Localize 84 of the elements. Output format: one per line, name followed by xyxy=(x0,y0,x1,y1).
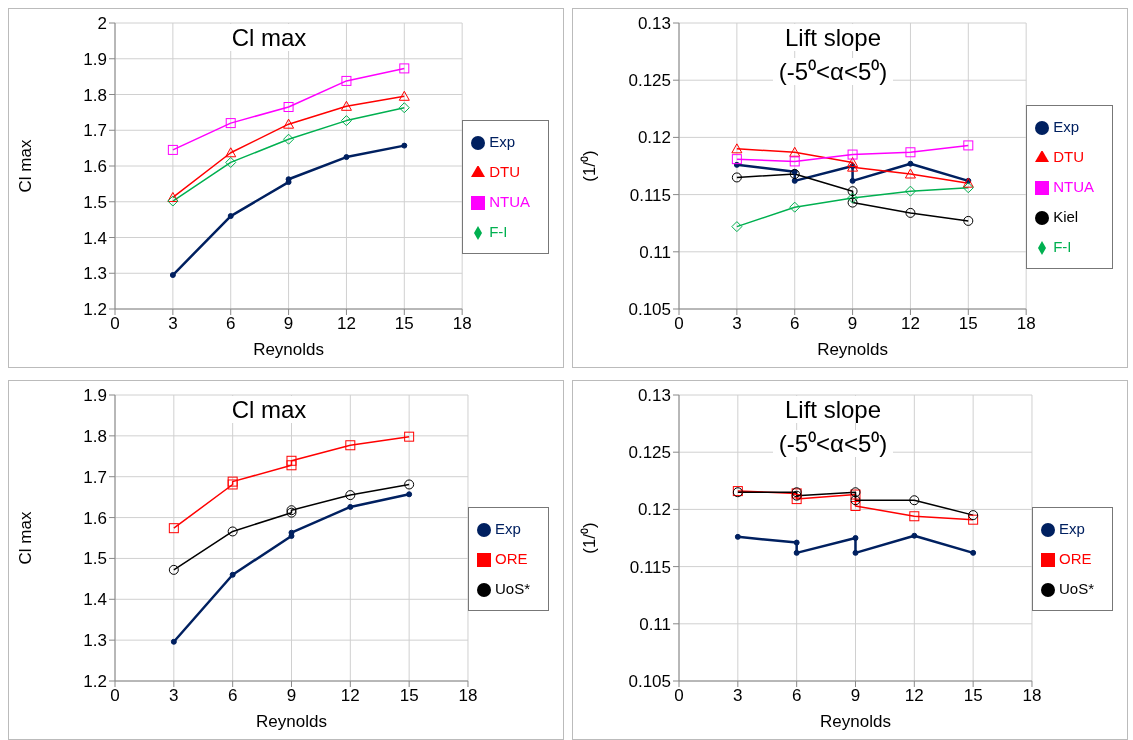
y-tick-label: 0.105 xyxy=(628,672,671,692)
y-tick-label: 0.11 xyxy=(639,242,671,262)
legend-label: DTU xyxy=(489,163,520,180)
y-tick-label: 1.3 xyxy=(83,631,107,651)
y-tick-label: 1.7 xyxy=(83,121,107,141)
legend-label: UoS* xyxy=(1058,580,1094,597)
y-tick-label: 2 xyxy=(97,14,107,34)
x-tick-label: 15 xyxy=(958,314,978,334)
y-tick-label: 0.13 xyxy=(637,386,671,406)
y-tick-label: 1.8 xyxy=(83,426,107,446)
y-tick-label: 1.5 xyxy=(83,549,107,569)
x-tick-label: 3 xyxy=(169,686,179,706)
x-axis-title: Reynolds xyxy=(817,340,889,359)
x-tick-label: 12 xyxy=(336,314,356,334)
text: Lift slope (-5⁰<α<5⁰) xyxy=(777,24,889,85)
x-tick-label: 12 xyxy=(904,686,924,706)
legend-label: NTUA xyxy=(1053,178,1094,195)
x-tick-label: 15 xyxy=(399,686,419,706)
y-tick-label: 1.5 xyxy=(83,192,107,212)
chart-title: Cl max xyxy=(225,396,313,423)
legend-label: Exp xyxy=(489,133,516,150)
y-tick-label: 0.115 xyxy=(629,185,671,205)
y-axis-title: Cl max xyxy=(16,511,36,565)
y-tick-label: 0.12 xyxy=(637,500,671,520)
legend-label: Exp xyxy=(1058,520,1085,537)
x-tick-label: 6 xyxy=(789,314,800,334)
x-tick-label: 9 xyxy=(286,686,297,706)
x-tick-label: 9 xyxy=(283,314,294,334)
y-axis-title: Cl max xyxy=(16,139,36,193)
y-tick-label: 0.11 xyxy=(639,614,671,634)
x-tick-label: 3 xyxy=(168,314,178,334)
legend-label: DTU xyxy=(1053,148,1084,165)
legend-label: Kiel xyxy=(1053,208,1079,225)
y-tick-label: 1.4 xyxy=(83,228,107,248)
legend-label: F-I xyxy=(1053,238,1072,255)
y-tick-label: 1.4 xyxy=(83,590,107,610)
y-tick-label: 0.125 xyxy=(628,71,671,91)
legend-label: Exp xyxy=(494,520,521,537)
y-tick-label: 1.9 xyxy=(83,386,107,406)
y-tick-label: 1.2 xyxy=(83,672,107,692)
x-tick-label: 0 xyxy=(110,314,120,334)
x-tick-label: 6 xyxy=(225,314,236,334)
x-tick-label: 9 xyxy=(847,314,858,334)
x-tick-label: 0 xyxy=(110,686,120,706)
y-tick-label: 1.7 xyxy=(83,467,107,487)
x-axis-title: Reynolds xyxy=(253,340,325,359)
x-tick-label: 0 xyxy=(674,686,684,706)
x-tick-label: 6 xyxy=(791,686,802,706)
y-tick-label: 0.105 xyxy=(628,300,671,320)
x-tick-label: 18 xyxy=(452,314,472,334)
y-tick-label: 1.6 xyxy=(83,508,107,528)
legend-label: ORE xyxy=(494,550,528,567)
y-tick-label: 1.2 xyxy=(83,300,107,320)
x-tick-label: 12 xyxy=(900,314,920,334)
chart-title: Cl max xyxy=(225,24,313,51)
y-tick-label: 0.125 xyxy=(628,443,671,463)
y-tick-label: 1.8 xyxy=(83,85,107,105)
x-tick-label: 9 xyxy=(850,686,861,706)
legend-label: F-I xyxy=(489,223,508,240)
x-tick-label: 18 xyxy=(458,686,478,706)
x-tick-label: 18 xyxy=(1022,686,1042,706)
x-tick-label: 15 xyxy=(394,314,414,334)
x-tick-label: 15 xyxy=(963,686,983,706)
x-tick-label: 12 xyxy=(340,686,360,706)
x-axis-title: Reynolds xyxy=(820,712,891,731)
legend-label: NTUA xyxy=(489,193,530,210)
y-tick-label: 1.9 xyxy=(83,49,107,69)
y-tick-label: 1.3 xyxy=(83,264,107,284)
y-tick-label: 0.115 xyxy=(629,557,671,577)
text: Lift slope (-5⁰<α<5⁰) xyxy=(777,396,889,457)
x-tick-label: 18 xyxy=(1016,314,1036,334)
legend-label: ORE xyxy=(1058,550,1092,567)
x-tick-label: 3 xyxy=(732,314,742,334)
x-tick-label: 0 xyxy=(674,314,684,334)
legend-label: UoS* xyxy=(494,580,530,597)
x-axis-title: Reynolds xyxy=(256,712,327,731)
x-tick-label: 3 xyxy=(733,686,743,706)
y-axis-title: (1/⁰) xyxy=(580,522,600,554)
y-tick-label: 1.6 xyxy=(83,157,107,177)
legend-label: Exp xyxy=(1053,118,1080,135)
y-tick-label: 0.13 xyxy=(637,14,671,34)
y-tick-label: 0.12 xyxy=(637,128,671,148)
y-axis-title: (1/⁰) xyxy=(580,150,600,182)
x-tick-label: 6 xyxy=(227,686,238,706)
